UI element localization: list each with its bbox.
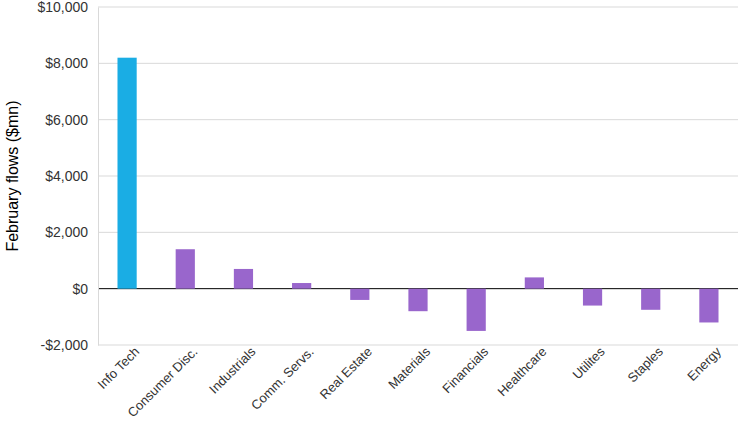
grid: [98, 7, 738, 345]
x-tick: Utilites: [569, 344, 608, 383]
x-tick-label: Staples: [625, 344, 667, 386]
chart: -$2,000 $0 $2,000 $4,000 $6,000 $8,000 $10,000…: [0, 0, 740, 443]
y-tick: $2,000: [45, 224, 98, 240]
x-tick: Industrials: [206, 344, 259, 397]
x-tick: Energy: [684, 344, 724, 384]
x-tick: Info Tech: [94, 344, 142, 392]
bar: [176, 249, 195, 288]
x-tick-label: Utilites: [569, 344, 608, 383]
x-tick: Consumer Disc.: [124, 344, 200, 420]
y-tick: $4,000: [45, 168, 98, 184]
y-axis: -$2,000 $0 $2,000 $4,000 $6,000 $8,000 $10,000: [37, 0, 98, 353]
bar: [350, 289, 369, 300]
x-tick-label: Materials: [385, 344, 433, 392]
x-tick-label: Comm. Servs.: [248, 344, 317, 413]
x-tick: Real Estate: [317, 344, 375, 402]
bar: [467, 289, 486, 331]
y-tick-label: $2,000: [45, 224, 88, 240]
y-tick-label: $10,000: [37, 0, 88, 15]
bars: [117, 58, 718, 331]
grid-line: [98, 232, 738, 233]
y-tick-label: -$2,000: [41, 337, 89, 353]
x-tick-label: Industrials: [206, 344, 259, 397]
x-tick-label: Financials: [439, 344, 491, 396]
x-axis-line: [99, 345, 739, 346]
y-tick-label: $4,000: [45, 168, 88, 184]
bar: [117, 58, 136, 289]
x-tick: Staples: [625, 344, 667, 386]
y-axis-line: [98, 8, 99, 346]
x-tick-label: Real Estate: [317, 344, 375, 402]
grid-line: [98, 176, 738, 177]
x-tick: Financials: [439, 344, 491, 396]
x-tick-label: Consumer Disc.: [124, 344, 200, 420]
bar: [525, 277, 544, 288]
plot-area: -$2,000 $0 $2,000 $4,000 $6,000 $8,000 $10,000…: [37, 0, 738, 420]
grid-line: [98, 345, 738, 346]
x-axis: Info TechConsumer Disc.IndustrialsComm. …: [94, 344, 738, 420]
bar: [234, 269, 253, 289]
bar: [641, 289, 660, 310]
x-tick: Materials: [385, 344, 433, 392]
x-tick-label: Info Tech: [94, 344, 142, 392]
y-tick: $8,000: [45, 55, 98, 71]
y-tick: $6,000: [45, 112, 98, 128]
x-tick: Comm. Servs.: [248, 344, 317, 413]
y-tick-label: $0: [72, 281, 88, 297]
y-tick-label: $6,000: [45, 112, 88, 128]
bar: [699, 289, 718, 323]
grid-line: [98, 7, 738, 8]
bar: [583, 289, 602, 306]
y-tick: $10,000: [37, 0, 98, 15]
y-axis-title: February flows ($mn): [4, 100, 21, 251]
grid-line: [98, 119, 738, 120]
grid-line: [98, 63, 738, 64]
x-tick-label: Healthcare: [494, 344, 549, 399]
y-tick-label: $8,000: [45, 55, 88, 71]
y-tick: $0: [72, 281, 98, 297]
y-tick: -$2,000: [41, 337, 98, 353]
bar: [408, 289, 427, 312]
x-tick: Healthcare: [494, 344, 549, 399]
x-tick-label: Energy: [684, 344, 724, 384]
bar: [292, 283, 311, 289]
